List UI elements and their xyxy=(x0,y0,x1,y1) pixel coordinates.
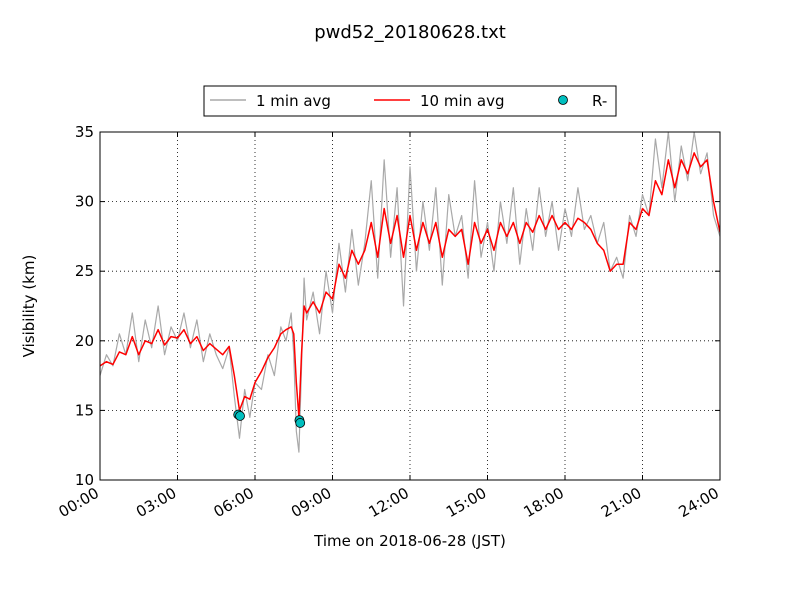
ticks xyxy=(99,131,721,481)
series-group xyxy=(100,132,720,453)
y-tick-label: 35 xyxy=(75,123,94,141)
y-tick-labels: 10 15 20 25 30 35 xyxy=(75,123,94,489)
y-tick-label: 15 xyxy=(75,401,94,419)
y-tick-label: 30 xyxy=(75,193,94,211)
plot-background xyxy=(100,132,720,480)
plot-area xyxy=(99,131,721,481)
y-axis-label: Visibility (km) xyxy=(20,255,38,358)
rain-marker-point xyxy=(295,418,306,428)
legend-label-1min: 1 min avg xyxy=(256,92,331,110)
grid xyxy=(100,132,720,480)
series-line-1min xyxy=(100,132,720,453)
rain-marker-point xyxy=(235,411,245,421)
legend-label-rain: R- xyxy=(592,92,607,110)
legend-label-10min: 10 min avg xyxy=(420,92,505,110)
y-tick-label: 20 xyxy=(75,332,94,350)
legend-swatch-rain xyxy=(558,95,568,105)
legend-box xyxy=(203,85,617,117)
y-tick-label: 25 xyxy=(75,262,94,280)
y-tick-label: 10 xyxy=(75,471,94,489)
x-axis-label: Time on 2018-06-28 (JST) xyxy=(313,532,506,550)
legend: 1 min avg 10 min avg R- xyxy=(203,85,617,117)
chart-title: pwd52_20180628.txt xyxy=(314,22,506,43)
series-line-10min xyxy=(100,152,720,419)
series-layer xyxy=(100,132,720,453)
